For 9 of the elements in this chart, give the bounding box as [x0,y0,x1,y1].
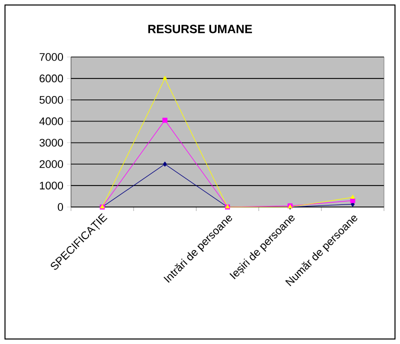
y-tick-label: 4000 [39,117,64,126]
y-tick-label: 6000 [40,74,64,82]
y-tick-label: 1000 [40,182,64,190]
y-tick-label: 3000 [40,138,64,147]
y-tick-label: 0 [58,203,64,211]
chart-title: RESURSE UMANE [148,24,252,34]
y-tick-label: 5000 [40,96,64,104]
y-tick-label: 2000 [40,160,64,168]
y-tick-label: 7000 [40,53,64,61]
